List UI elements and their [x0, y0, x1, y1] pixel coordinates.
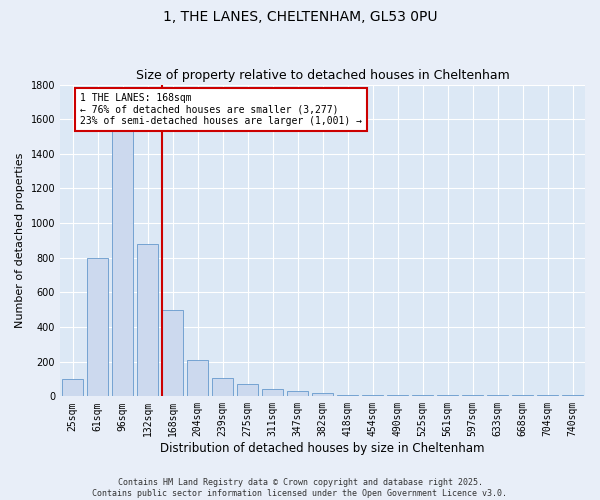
Title: Size of property relative to detached houses in Cheltenham: Size of property relative to detached ho… — [136, 69, 509, 82]
Bar — [212, 378, 233, 396]
Text: 1, THE LANES, CHELTENHAM, GL53 0PU: 1, THE LANES, CHELTENHAM, GL53 0PU — [163, 10, 437, 24]
Text: Contains HM Land Registry data © Crown copyright and database right 2025.
Contai: Contains HM Land Registry data © Crown c… — [92, 478, 508, 498]
Bar — [162, 310, 183, 396]
Bar — [287, 391, 308, 396]
Bar — [112, 132, 133, 396]
Bar — [187, 360, 208, 397]
Text: 1 THE LANES: 168sqm
← 76% of detached houses are smaller (3,277)
23% of semi-det: 1 THE LANES: 168sqm ← 76% of detached ho… — [80, 93, 362, 126]
Bar — [137, 244, 158, 396]
Y-axis label: Number of detached properties: Number of detached properties — [15, 153, 25, 328]
Bar — [337, 394, 358, 396]
Bar — [237, 384, 258, 396]
Bar — [87, 258, 108, 396]
X-axis label: Distribution of detached houses by size in Cheltenham: Distribution of detached houses by size … — [160, 442, 485, 455]
Bar — [62, 379, 83, 396]
Bar — [262, 390, 283, 396]
Bar — [312, 393, 333, 396]
